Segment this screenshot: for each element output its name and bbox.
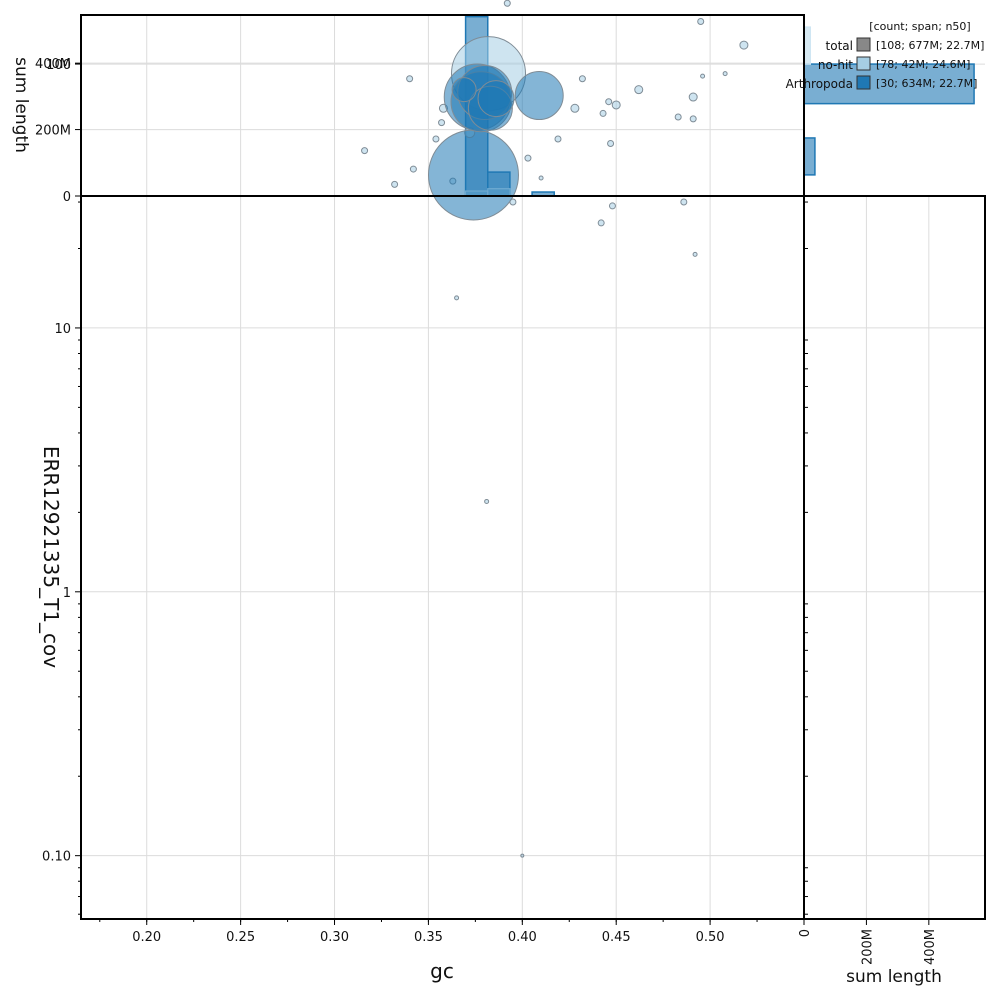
x-tick-label: 0.35 <box>414 930 443 945</box>
point-nohit <box>570 103 580 113</box>
legend-stats-total: [108; 677M; 22.7M] <box>876 39 984 52</box>
right-x-tick-label: 200M <box>860 929 875 965</box>
point-nohit <box>432 135 440 143</box>
point-nohit <box>484 498 490 504</box>
point-nohit <box>608 202 616 210</box>
legend-label-arthropoda: Arthropoda <box>786 77 853 91</box>
point-nohit <box>739 40 749 50</box>
point-nohit <box>697 17 705 25</box>
right-hist-bar-arthropoda <box>803 63 975 105</box>
y-tick-label: 0.10 <box>42 850 71 865</box>
point-nohit <box>524 154 532 162</box>
point-nohit <box>607 139 615 147</box>
point-nohit <box>438 119 446 127</box>
point-nohit <box>674 113 682 121</box>
top-y-tick-label: 200M <box>35 124 71 139</box>
right-histogram <box>803 26 975 176</box>
right-hist-frame <box>803 195 986 920</box>
point-nohit <box>689 115 697 123</box>
point-nohit <box>634 85 644 95</box>
scatter-points <box>361 0 749 858</box>
point-nohit <box>700 73 706 79</box>
main-plot-frame <box>80 195 805 920</box>
y-tick-label: 10 <box>54 322 71 337</box>
main-grid <box>81 63 804 919</box>
point-arthropoda <box>451 77 477 103</box>
point-nohit <box>692 251 698 257</box>
point-nohit <box>391 180 399 188</box>
legend-header: [count; span; n50] <box>869 20 970 33</box>
x-tick-label: 0.20 <box>132 930 161 945</box>
top-y-tick-label: 0 <box>63 190 71 205</box>
point-nohit <box>599 109 607 117</box>
top-hist-frame <box>80 14 805 197</box>
point-nohit <box>409 165 417 173</box>
x-tick-label: 0.25 <box>226 930 255 945</box>
point-nohit <box>503 0 511 7</box>
point-nohit <box>361 147 369 155</box>
legend-label-nohit: no-hit <box>818 58 853 72</box>
legend: [count; span; n50] total [108; 677M; 22.… <box>786 20 985 91</box>
point-arthropoda <box>477 80 515 118</box>
point-arthropoda <box>514 71 564 121</box>
legend-swatch-total <box>856 37 871 52</box>
y-tick-label: 1 <box>63 586 71 601</box>
point-nohit <box>611 100 621 110</box>
right-x-tick-label: 400M <box>923 929 938 965</box>
legend-swatch-nohit <box>856 56 871 71</box>
point-nohit <box>578 75 586 83</box>
right-x-tick-label: 0 <box>798 929 813 937</box>
x-tick-label: 0.30 <box>320 930 349 945</box>
point-nohit <box>538 175 544 181</box>
top-hist-y-title: sum length <box>11 57 31 153</box>
legend-label-total: total <box>826 39 853 53</box>
point-nohit <box>406 75 414 83</box>
x-axis-title: gc <box>430 959 454 983</box>
point-nohit <box>688 92 698 102</box>
right-hist-grid <box>803 63 985 919</box>
point-nohit <box>605 98 613 106</box>
x-tick-label: 0.40 <box>508 930 537 945</box>
y-axis-title: ERR12921335_T1_cov <box>39 446 63 668</box>
x-tick-label: 0.45 <box>602 930 631 945</box>
point-nohit <box>597 219 605 227</box>
right-hist-x-title: sum length <box>846 967 942 987</box>
point-nohit <box>454 295 460 301</box>
top-y-tick-label: 400M <box>35 57 71 72</box>
point-nohit <box>554 135 562 143</box>
right-hist-bar-arthropoda <box>803 137 816 176</box>
x-tick-label: 0.50 <box>696 930 725 945</box>
point-nohit <box>520 853 525 858</box>
point-nohit <box>680 198 688 206</box>
legend-stats-arthropoda: [30; 634M; 22.7M] <box>876 77 977 90</box>
y-tick-label: 100 <box>46 58 71 73</box>
point-arthropoda <box>427 129 519 221</box>
legend-stats-nohit: [78; 42M; 24.6M] <box>876 58 970 71</box>
point-nohit <box>722 71 728 77</box>
legend-swatch-arthropoda <box>856 75 871 90</box>
axis-ticks: 0.200.250.300.350.400.450.501k1001010.10… <box>35 57 938 965</box>
